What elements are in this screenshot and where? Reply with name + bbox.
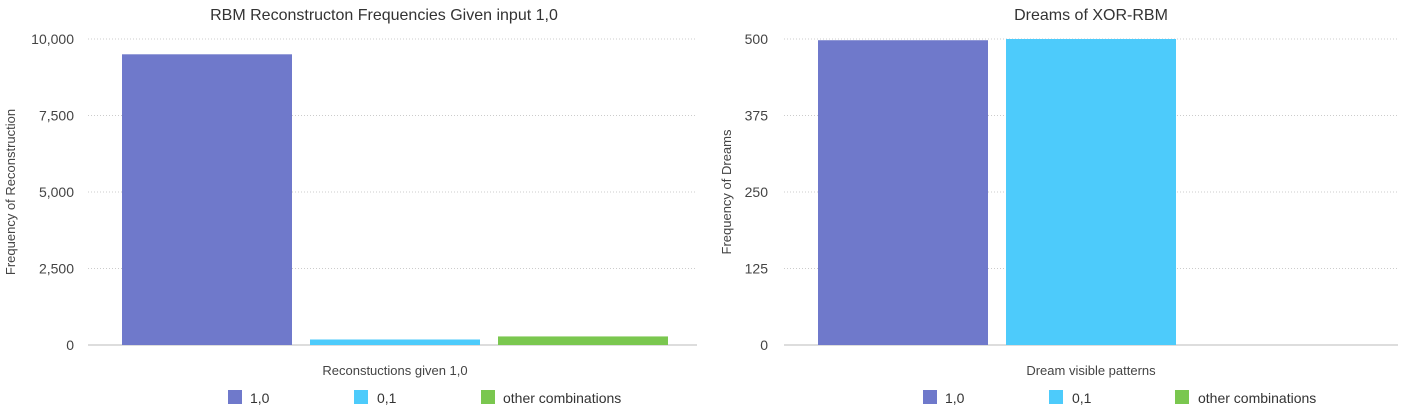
legend-swatch-other	[1175, 390, 1189, 404]
bar-1-0	[122, 54, 292, 346]
y-tick-label: 5,000	[39, 184, 74, 200]
legend-swatch-0-1	[354, 390, 368, 404]
legend-label-1-0: 1,0	[250, 390, 270, 406]
reconstruction-chart-svg: RBM Reconstructon Frequencies Given inpu…	[3, 7, 697, 406]
bar-other-combinations	[498, 336, 668, 345]
legend-label-1-0: 1,0	[945, 390, 965, 406]
bar-0-1	[310, 339, 480, 345]
y-tick-label: 7,500	[39, 108, 74, 124]
y-tick-label: 0	[66, 337, 74, 353]
chart-title: RBM Reconstructon Frequencies Given inpu…	[210, 7, 558, 24]
y-tick-label: 375	[745, 108, 769, 124]
x-axis-label: Reconstuctions given 1,0	[322, 363, 467, 378]
legend-swatch-0-1	[1049, 390, 1063, 404]
legend-label-0-1: 0,1	[1072, 390, 1092, 406]
legend-label-0-1: 0,1	[377, 390, 397, 406]
dreams-chart-svg: Dreams of XOR-RBM 0 125 250 375 500 Frequenc…	[719, 7, 1398, 406]
legend-swatch-1-0	[923, 390, 937, 404]
bar-1-0	[818, 40, 988, 345]
legend-label-other: other combinations	[503, 390, 621, 406]
legend: 1,0 0,1 other combinations	[228, 390, 621, 406]
x-axis-label: Dream visible patterns	[1026, 363, 1156, 378]
legend: 1,0 0,1 other combinations	[923, 390, 1316, 406]
bar-0-1	[1006, 39, 1176, 345]
xor-rbm-dreams-chart: Dreams of XOR-RBM 0 125 250 375 500 Frequenc…	[706, 0, 1413, 406]
chart-title: Dreams of XOR-RBM	[1014, 7, 1168, 24]
y-tick-label: 2,500	[39, 261, 74, 277]
y-tick-label: 0	[760, 337, 768, 353]
y-axis-label: Frequency of Reconstruction	[3, 109, 18, 275]
legend-swatch-1-0	[228, 390, 242, 404]
y-tick-label: 250	[745, 184, 769, 200]
y-tick-label: 10,000	[31, 31, 74, 47]
y-axis-label: Frequency of Dreams	[719, 129, 734, 254]
reconstruction-frequency-chart: RBM Reconstructon Frequencies Given inpu…	[0, 0, 706, 406]
y-tick-label: 500	[745, 31, 769, 47]
legend-swatch-other	[481, 390, 495, 404]
legend-label-other: other combinations	[1198, 390, 1316, 406]
y-tick-label: 125	[745, 261, 769, 277]
